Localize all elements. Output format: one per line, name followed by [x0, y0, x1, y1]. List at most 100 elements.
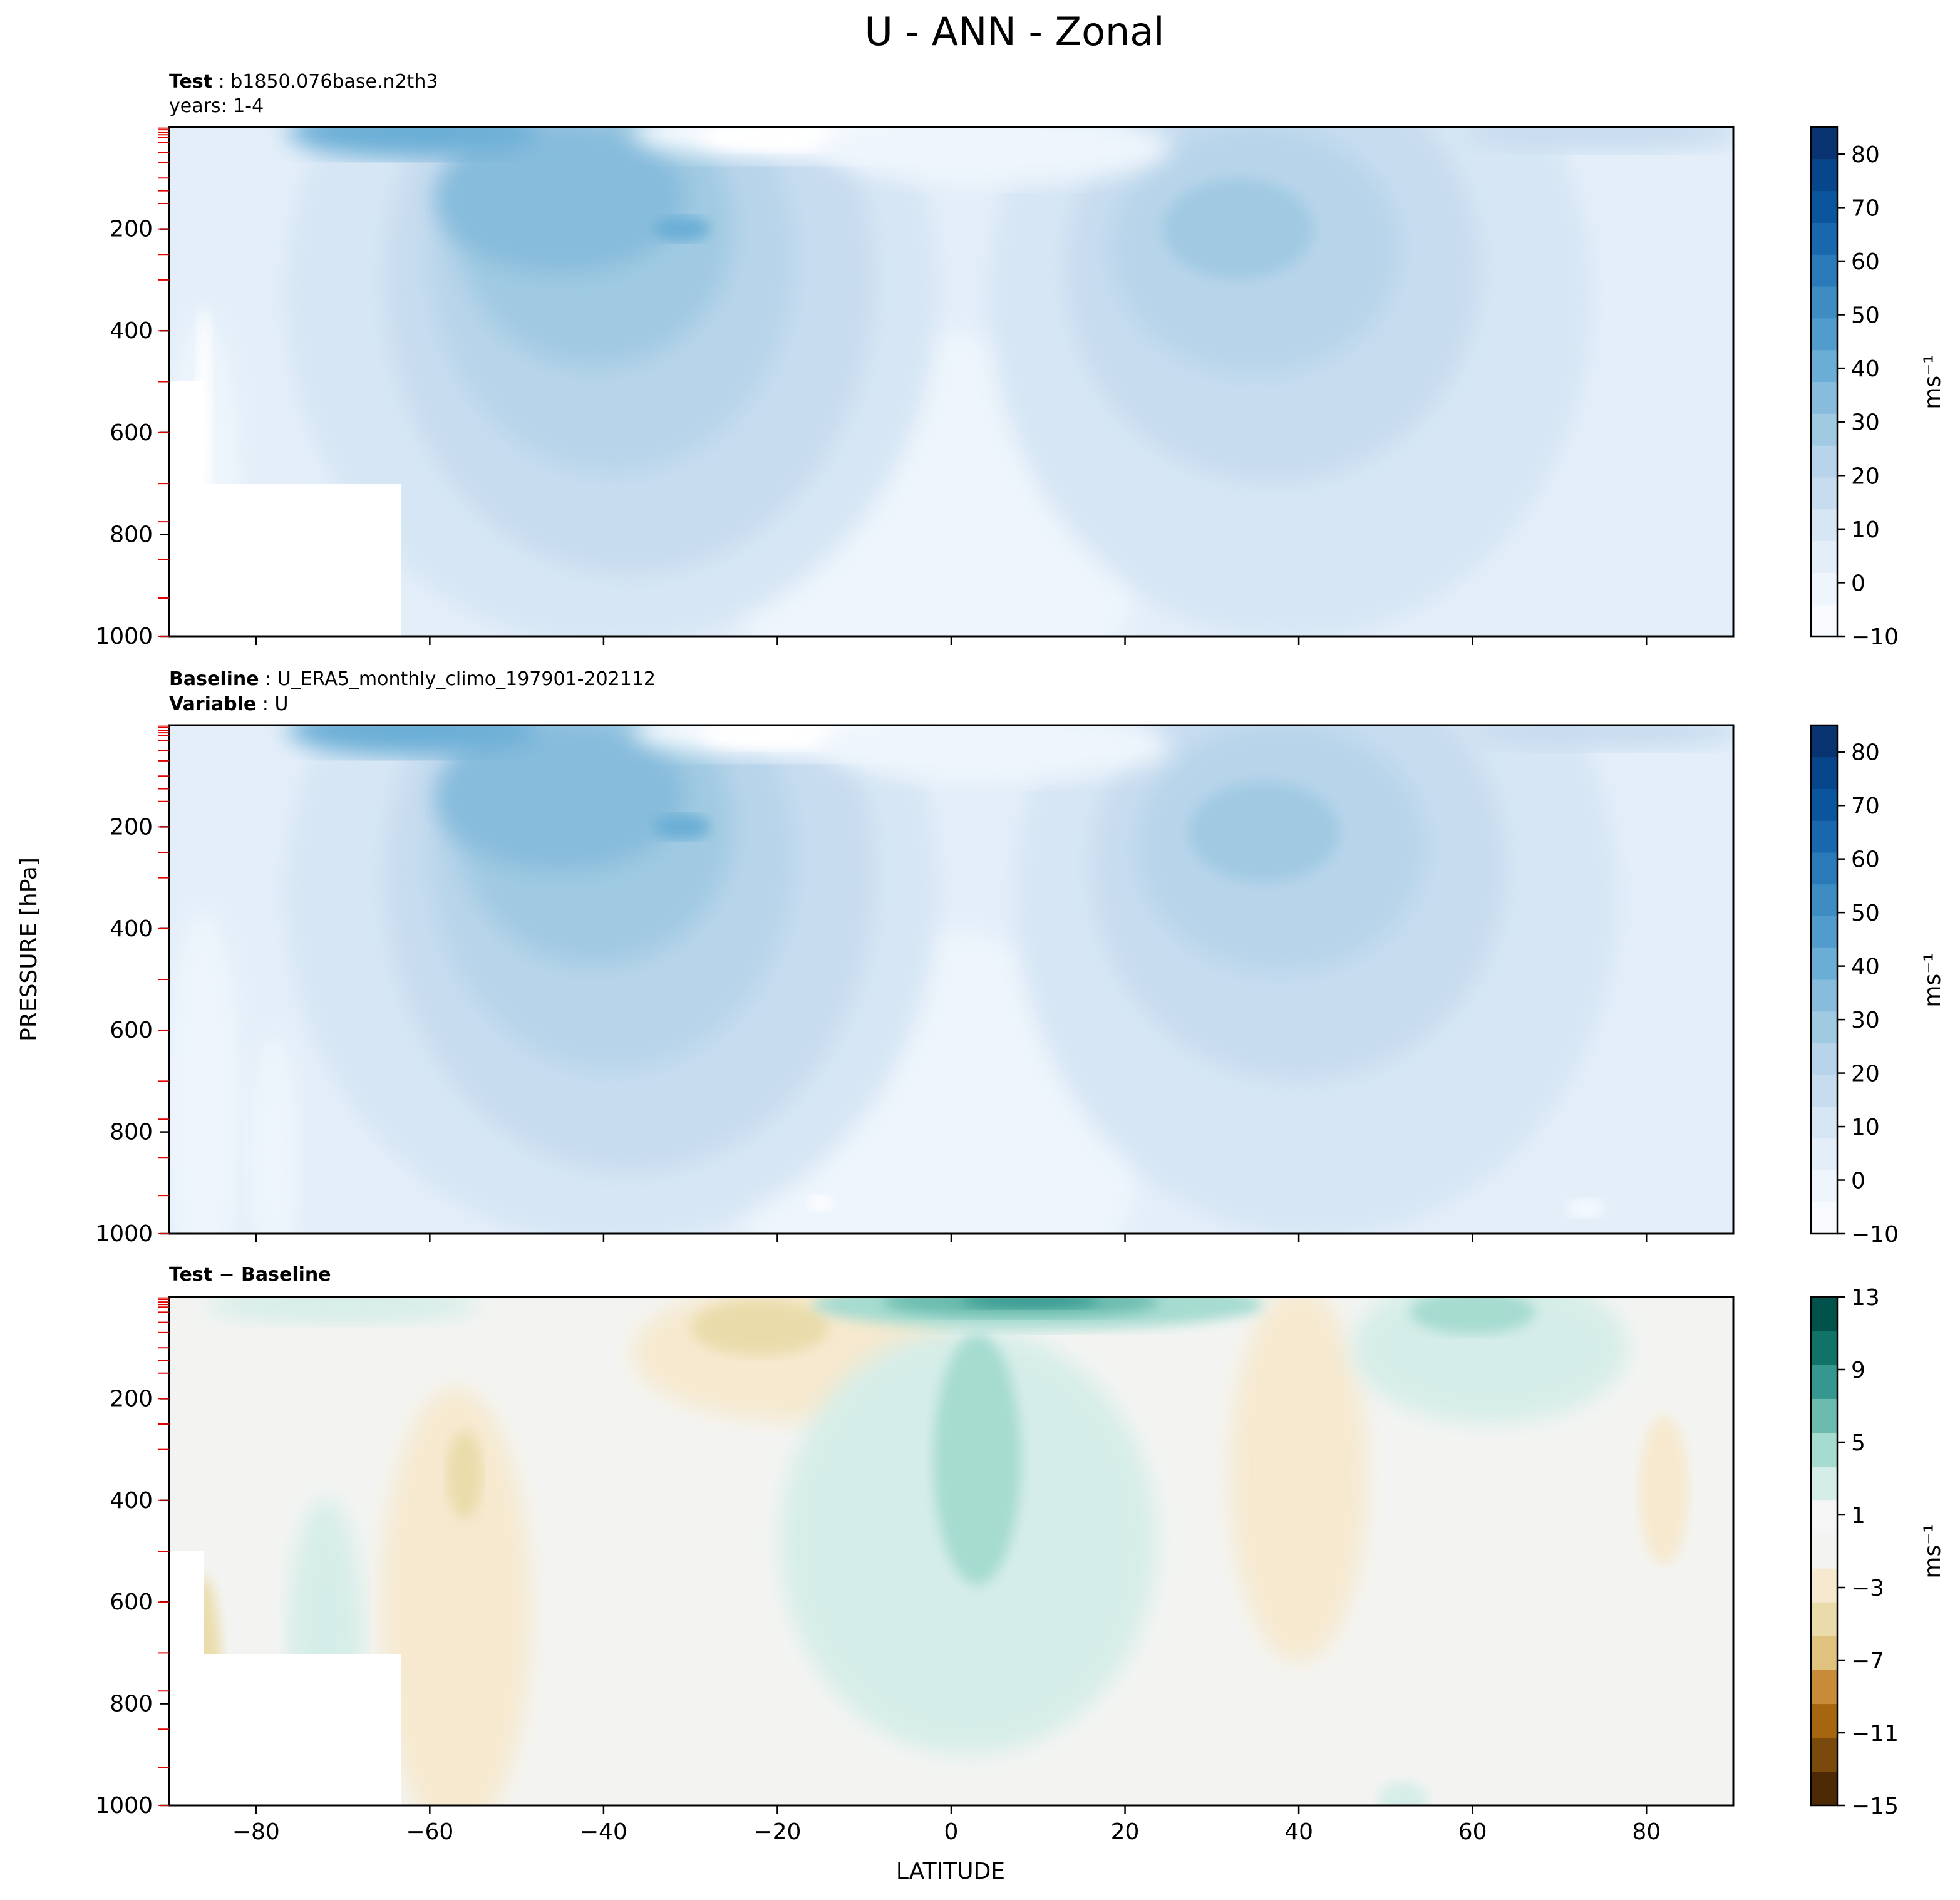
negative-anomaly-core: [691, 1299, 829, 1356]
colorbar-level: [1811, 445, 1837, 478]
x-axis-label: LATITUDE: [896, 1859, 1005, 1884]
colorbar-level: [1811, 604, 1837, 637]
colorbar-tick-label: 60: [1851, 847, 1880, 873]
negative-anomaly-band: [1230, 1297, 1368, 1663]
y-tick-label: 400: [110, 318, 153, 344]
colorbar-level: [1811, 1500, 1837, 1535]
colorbar-level: [1811, 1331, 1837, 1365]
colorbar-level: [1811, 1138, 1837, 1170]
panel-test-label-value: b1850.076base.n2th3: [230, 71, 438, 93]
colorbar-level: [1811, 756, 1837, 789]
panel-baseline-field: [169, 725, 1733, 1234]
colorbar-level: [1811, 1011, 1837, 1043]
y-tick-label: 600: [110, 1018, 153, 1043]
panel-baseline-label-key: Baseline: [169, 668, 259, 690]
colorbar-level: [1811, 788, 1837, 821]
positive-anomaly-band: [1378, 1781, 1428, 1805]
panel-baseline-colorbar: −10 0 10 20 30 40 50 60 70 80: [1810, 724, 1899, 1247]
x-tick-label: −20: [753, 1819, 801, 1845]
tropical-upper-band: [819, 127, 1170, 185]
colorbar-level: [1811, 979, 1837, 1012]
positive-anomaly-band: [205, 1297, 481, 1324]
colorbar-level: [1811, 381, 1837, 414]
x-tick-label: 20: [1111, 1819, 1140, 1845]
colorbar-level: [1811, 222, 1837, 255]
colorbar-frame: [1810, 126, 1839, 638]
colorbar-level: [1811, 1107, 1837, 1139]
x-tick-label: −40: [580, 1819, 627, 1845]
figure-title: U - ANN - Zonal: [864, 9, 1164, 54]
panel-baseline-colorbar-unit: ms⁻¹: [1920, 953, 1946, 1007]
x-tick-label: 60: [1458, 1819, 1487, 1845]
colorbar-frame: [1810, 724, 1839, 1235]
colorbar-level: [1811, 725, 1837, 758]
polar-weak-band: [169, 911, 242, 1234]
colorbar-level: [1811, 1534, 1837, 1569]
colorbar-level: [1811, 1602, 1837, 1636]
polar-weak-band: [248, 1032, 299, 1234]
colorbar-level: [1811, 852, 1837, 885]
colorbar-level: [1811, 1568, 1837, 1603]
panel-baseline-variable-value: U: [274, 693, 288, 715]
missing-data-mask: [169, 381, 401, 636]
x-tick-label: −80: [232, 1819, 280, 1845]
southern-jet-band: [435, 725, 686, 872]
panel-test-colorbar: −10 0 10 20 30 40 50 60 70 80: [1810, 126, 1899, 650]
y-tick-label: 1000: [95, 624, 153, 649]
panel-difference-label: Test − Baseline: [169, 1264, 331, 1286]
southern-stratospheric-band: [287, 127, 538, 158]
colorbar-level: [1811, 540, 1837, 573]
colorbar-level: [1811, 477, 1837, 510]
colorbar-level: [1811, 318, 1837, 351]
positive-anomaly-core: [1410, 1297, 1535, 1335]
colorbar-tick-label: −15: [1851, 1794, 1899, 1819]
colorbar-level: [1811, 1466, 1837, 1501]
x-tick-label: −60: [406, 1819, 453, 1845]
y-tick-label: 1000: [95, 1793, 153, 1819]
y-tick-label: 200: [110, 217, 153, 242]
colorbar-level: [1811, 1365, 1837, 1399]
colorbar-level: [1811, 286, 1837, 319]
positive-anomaly-core: [933, 1334, 1021, 1585]
colorbar-tick-label: 40: [1851, 356, 1880, 382]
colorbar-level: [1811, 884, 1837, 916]
colorbar-tick-label: 5: [1851, 1430, 1865, 1456]
colorbar-level: [1811, 1202, 1837, 1234]
colorbar-level: [1811, 1771, 1837, 1806]
panel-baseline-label-value: U_ERA5_monthly_climo_197901-202112: [277, 668, 656, 690]
panel-baseline: Baseline : U_ERA5_monthly_climo_197901-2…: [95, 668, 1946, 1247]
colorbar-tick-label: 80: [1851, 142, 1880, 168]
y-tick-label: 800: [110, 522, 153, 547]
colorbar-level: [1811, 254, 1837, 287]
colorbar-level: [1811, 413, 1837, 446]
y-tick-label: 800: [110, 1120, 153, 1145]
colorbar-tick-label: 30: [1851, 410, 1880, 436]
colorbar-tick-label: 80: [1851, 740, 1880, 766]
colorbar-tick-label: −10: [1851, 1222, 1899, 1247]
colorbar-level: [1811, 1297, 1837, 1331]
colorbar-level: [1811, 349, 1837, 382]
panel-baseline-label-line1: Baseline : U_ERA5_monthly_climo_197901-2…: [169, 668, 656, 690]
x-tick-label: 0: [944, 1819, 959, 1845]
southern-jet-band: [435, 127, 686, 274]
colorbar-tick-label: −7: [1851, 1648, 1884, 1674]
y-tick-label: 200: [110, 814, 153, 840]
southern-jet-core: [653, 216, 710, 242]
y-tick-label: 800: [110, 1691, 153, 1717]
panel-test-label-key: Test: [169, 71, 212, 93]
panel-difference-colorbar: −15 −11 −7 −3 1 5 9 13: [1810, 1285, 1899, 1819]
panel-baseline-label-line2: Variable : U: [169, 693, 288, 715]
x-tick-label: 40: [1284, 1819, 1313, 1845]
colorbar-tick-label: 10: [1851, 517, 1880, 543]
y-tick-label: 400: [110, 1488, 153, 1514]
surface-weak-spot: [808, 1195, 833, 1211]
negative-anomaly-band: [1638, 1415, 1689, 1566]
y-axis-label: PRESSURE [hPa]: [16, 857, 42, 1041]
panel-baseline-variable-key: Variable: [169, 693, 256, 715]
colorbar-tick-label: 20: [1851, 1061, 1880, 1087]
panel-test-label-line2: years: 1-4: [169, 95, 264, 117]
panel-test-label-line1: Test : b1850.076base.n2th3: [169, 71, 438, 93]
tropical-easterlies-core: [702, 127, 853, 152]
colorbar-level: [1811, 1737, 1837, 1772]
southern-stratospheric-band: [287, 725, 538, 756]
